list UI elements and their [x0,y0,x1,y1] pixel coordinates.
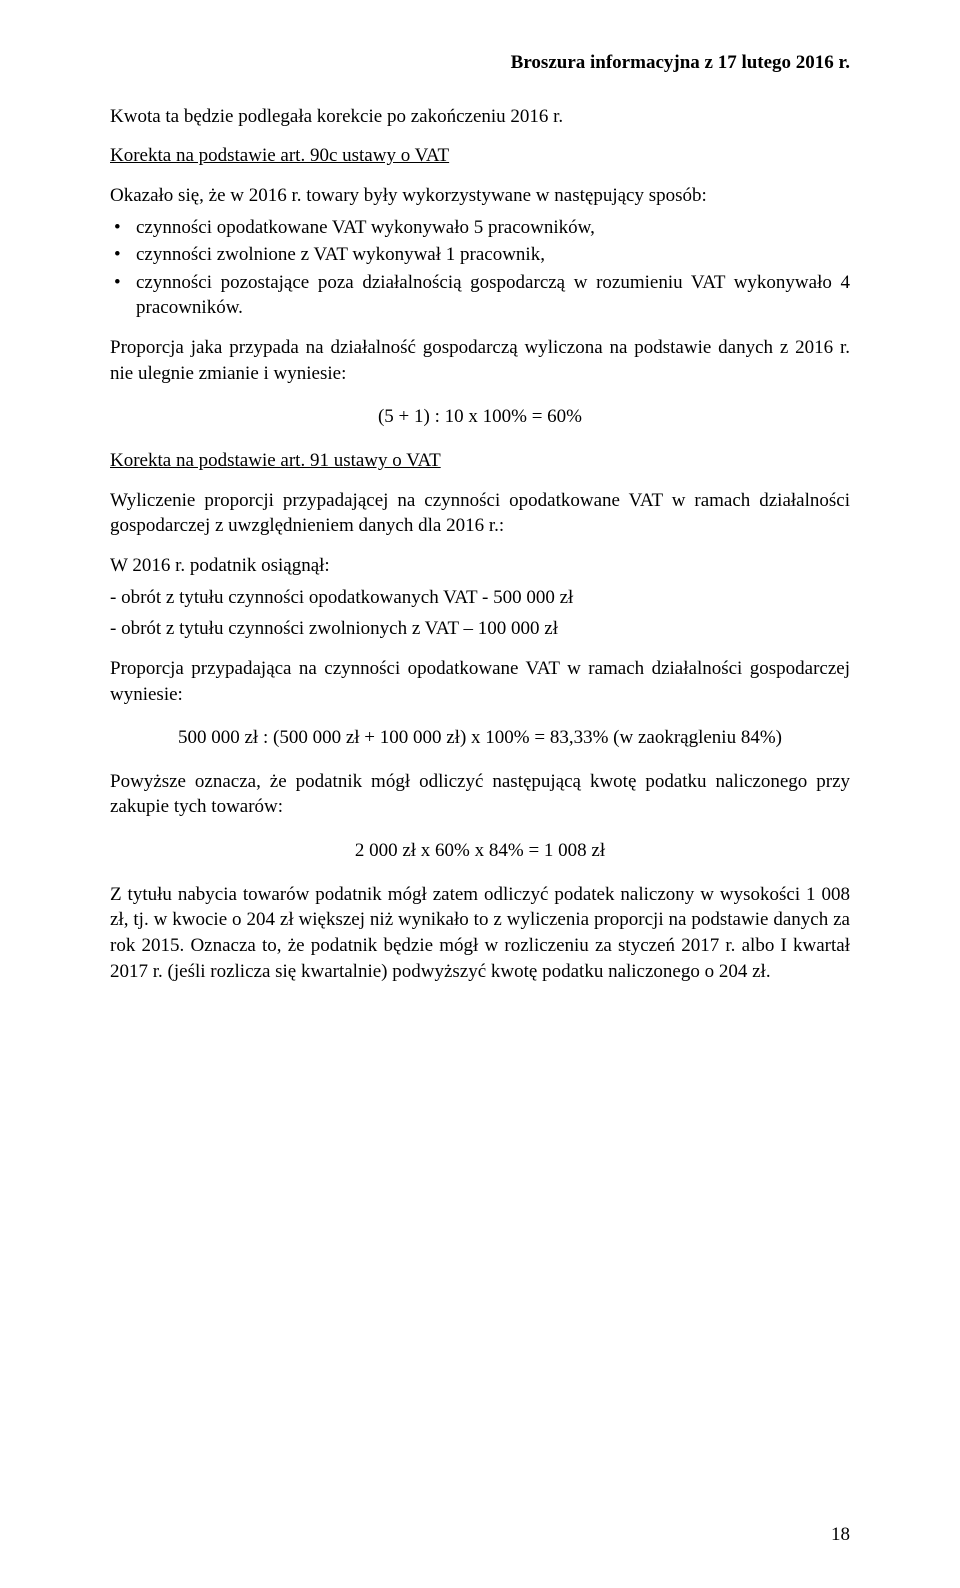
underlined-text: Korekta na podstawie art. 90c ustawy o V… [110,145,449,166]
paragraph: Powyższe oznacza, że podatnik mógł odlic… [110,769,850,820]
equation: 2 000 zł x 60% x 84% = 1 008 zł [110,838,850,864]
list-item: czynności opodatkowane VAT wykonywało 5 … [110,215,850,241]
page-number: 18 [831,1522,850,1548]
list-item: czynności zwolnione z VAT wykonywał 1 pr… [110,242,850,268]
paragraph: W 2016 r. podatnik osiągnął: [110,553,850,579]
paragraph: Kwota ta będzie podlegała korekcie po za… [110,104,850,130]
bullet-list: czynności opodatkowane VAT wykonywało 5 … [110,215,850,322]
paragraph: Z tytułu nabycia towarów podatnik mógł z… [110,882,850,985]
section-heading: Korekta na podstawie art. 90c ustawy o V… [110,143,850,169]
paragraph: Proporcja jaka przypada na działalność g… [110,335,850,386]
document-header: Broszura informacyjna z 17 lutego 2016 r… [110,50,850,76]
line-item: - obrót z tytułu czynności opodatkowanyc… [110,585,850,611]
line-item: - obrót z tytułu czynności zwolnionych z… [110,616,850,642]
underlined-text: Korekta na podstawie art. 91 ustawy o VA… [110,450,441,471]
paragraph: Wyliczenie proporcji przypadającej na cz… [110,488,850,539]
paragraph: Proporcja przypadająca na czynności opod… [110,656,850,707]
equation: (5 + 1) : 10 x 100% = 60% [110,404,850,430]
list-item: czynności pozostające poza działalnością… [110,270,850,321]
paragraph: Okazało się, że w 2016 r. towary były wy… [110,183,850,209]
section-heading: Korekta na podstawie art. 91 ustawy o VA… [110,448,850,474]
equation: 500 000 zł : (500 000 zł + 100 000 zł) x… [110,725,850,751]
